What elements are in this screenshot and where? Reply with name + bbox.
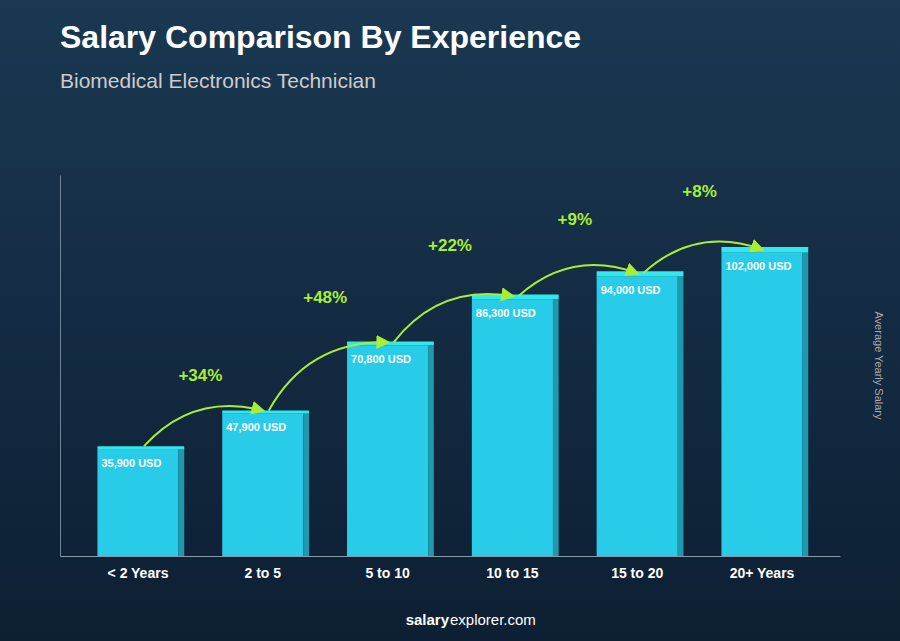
annotations: +34% +48% +22% +9% +8% — [144, 182, 762, 446]
x-tick: 15 to 20 — [611, 565, 663, 581]
x-tick-label: 15 to 20 — [611, 565, 663, 581]
bar — [222, 413, 303, 556]
pct-arrow — [144, 406, 263, 446]
bar-top — [721, 247, 808, 252]
source-rest: explorer.com — [450, 611, 536, 628]
data-label: 70,800 USD — [351, 353, 411, 365]
bar-top — [472, 294, 559, 299]
bar-top — [97, 446, 184, 449]
title: Salary Comparison By Experience — [60, 19, 581, 55]
pct-label: +22% — [428, 236, 472, 255]
bar-group — [97, 446, 184, 556]
x-tick: < 2 Years — [108, 565, 169, 581]
pct-label: +48% — [303, 288, 347, 307]
bar-side — [803, 252, 809, 556]
x-tick: 10 to 15 — [486, 565, 538, 581]
data-label: 35,900 USD — [101, 457, 161, 469]
bar-side — [428, 345, 434, 556]
bar-group — [721, 247, 808, 556]
x-tick-label: 20+ Years — [730, 565, 795, 581]
bar-side — [303, 413, 309, 556]
x-axis-line — [61, 556, 841, 557]
x-tick: 2 to 5 — [245, 565, 282, 581]
bar-top — [597, 271, 684, 276]
y-label: Average Yearly Salary — [873, 311, 885, 420]
source-bold: salary — [406, 611, 450, 628]
subtitle: Biomedical Electronics Technician — [60, 69, 376, 92]
bar-group — [472, 294, 559, 556]
bar-group — [347, 341, 434, 556]
chart-container: Salary Comparison By Experience Biomedica… — [0, 0, 900, 641]
pct-label: +34% — [178, 366, 222, 385]
bar — [721, 252, 802, 556]
y-axis — [60, 176, 61, 557]
x-tick: 5 to 10 — [365, 565, 410, 581]
chart-svg: Salary Comparison By Experience Biomedica… — [0, 0, 900, 641]
bar — [347, 345, 428, 556]
data-label: 102,000 USD — [725, 260, 791, 272]
background — [0, 0, 900, 641]
bar-group — [222, 410, 309, 556]
pct-label: +9% — [558, 210, 593, 229]
bar-side — [678, 276, 684, 556]
bar — [97, 449, 178, 556]
x-tick-label: 2 to 5 — [245, 565, 282, 581]
x-tick-label: < 2 Years — [108, 565, 169, 581]
x-tick: 20+ Years — [730, 565, 795, 581]
bar-group — [597, 271, 684, 556]
data-label: 47,900 USD — [226, 421, 286, 433]
data-labels: 35,900 USD 47,900 USD 70,800 USD 86,300 USD… — [101, 260, 791, 469]
pct-label: +8% — [682, 182, 717, 201]
x-tick-label: 10 to 15 — [486, 565, 538, 581]
plot-area — [97, 247, 808, 556]
x-tick-label: 5 to 10 — [365, 565, 410, 581]
bar-side — [553, 299, 559, 556]
data-label: 94,000 USD — [601, 284, 661, 296]
data-label: 86,300 USD — [476, 307, 536, 319]
pct-arrow — [269, 342, 388, 410]
pct-arrow — [518, 265, 637, 296]
bar-side — [179, 449, 185, 556]
pct-arrow — [394, 294, 513, 342]
bar — [597, 276, 678, 556]
bar — [472, 299, 553, 556]
y-axis-line — [60, 176, 61, 557]
x-axis: < 2 Years 2 to 5 5 to 10 10 to 15 15 to 20 20… — [61, 557, 841, 581]
pct-arrow — [643, 242, 762, 274]
bar-top — [222, 410, 309, 413]
